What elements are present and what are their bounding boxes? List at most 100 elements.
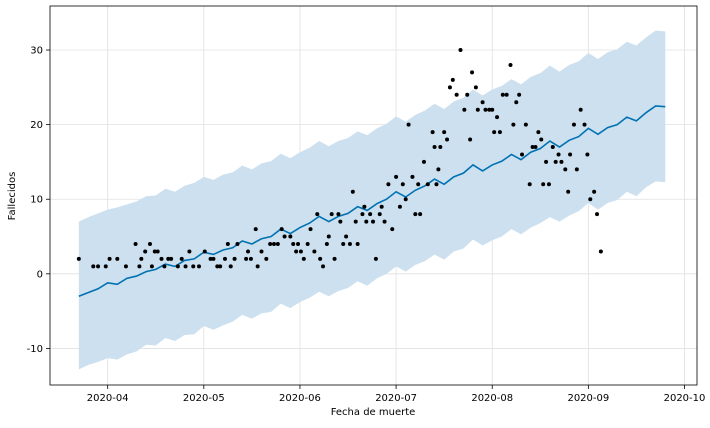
observed-point — [321, 264, 326, 269]
observed-point — [379, 204, 384, 209]
observed-point — [143, 249, 148, 254]
observed-point — [336, 212, 341, 217]
observed-point — [492, 130, 497, 135]
observed-point — [268, 241, 273, 246]
observed-point — [517, 92, 522, 97]
observed-point — [282, 234, 287, 239]
observed-point — [445, 137, 450, 142]
observed-point — [454, 92, 459, 97]
observed-point — [211, 256, 216, 261]
observed-point — [382, 219, 387, 224]
observed-point — [332, 256, 337, 261]
x-tick-label: 2020-09 — [567, 393, 609, 404]
observed-point — [530, 145, 535, 150]
observed-point — [483, 107, 488, 112]
observed-point — [500, 92, 505, 97]
observed-point — [400, 182, 405, 187]
observed-point — [288, 234, 293, 239]
observed-point — [470, 70, 475, 75]
observed-point — [574, 167, 579, 172]
x-tick-label: 2020-10 — [664, 393, 706, 404]
x-tick-label: 2020-07 — [375, 393, 417, 404]
observed-point — [166, 256, 171, 261]
observed-point — [504, 92, 509, 97]
observed-point — [544, 159, 549, 164]
observed-point — [550, 145, 555, 150]
observed-point — [259, 249, 264, 254]
observed-point — [421, 159, 426, 164]
observed-point — [123, 264, 128, 269]
x-tick-label: 2020-05 — [183, 393, 225, 404]
observed-point — [436, 167, 441, 172]
observed-point — [368, 212, 373, 217]
observed-point — [511, 122, 516, 127]
uncertainty-band — [78, 30, 666, 370]
observed-point — [377, 212, 382, 217]
observed-point — [447, 85, 452, 90]
observed-point — [403, 197, 408, 202]
observed-point — [175, 264, 180, 269]
observed-point — [533, 145, 538, 150]
observed-point — [520, 152, 525, 157]
observed-point — [197, 264, 202, 269]
observed-point — [386, 182, 391, 187]
observed-point — [566, 189, 571, 194]
observed-point — [215, 264, 220, 269]
observed-point — [553, 159, 558, 164]
observed-point — [430, 130, 435, 135]
observed-point — [571, 122, 576, 127]
observed-point — [468, 137, 473, 142]
observed-point — [169, 256, 174, 261]
observed-point — [490, 107, 495, 112]
observed-point — [264, 256, 269, 261]
x-tick-label: 2020-04 — [87, 393, 129, 404]
y-tick-label: 0 — [37, 269, 43, 280]
y-tick-label: -10 — [27, 344, 43, 355]
observed-point — [235, 241, 240, 246]
observed-point — [438, 145, 443, 150]
observed-point — [425, 182, 430, 187]
ticks: -10 0 10 20 30 2020-04 2020-05 2020-06 2020-07 20… — [27, 46, 706, 404]
observed-point — [187, 249, 192, 254]
observed-point — [222, 256, 227, 261]
observed-point — [155, 249, 160, 254]
observed-point — [208, 256, 213, 261]
observed-point — [315, 212, 320, 217]
observed-point — [416, 182, 421, 187]
observed-point — [298, 249, 303, 254]
observed-point — [546, 182, 551, 187]
observed-point — [360, 212, 365, 217]
observed-point — [355, 241, 360, 246]
observed-point — [397, 204, 402, 209]
observed-point — [434, 182, 439, 187]
observed-point — [326, 234, 331, 239]
observed-point — [458, 48, 463, 53]
observed-point — [556, 152, 561, 157]
y-tick-label: 10 — [30, 195, 43, 206]
observed-point — [588, 197, 593, 202]
observed-point — [442, 130, 447, 135]
observed-point — [390, 227, 395, 232]
observed-point — [291, 241, 296, 246]
observed-point — [296, 241, 301, 246]
observed-point — [495, 115, 500, 120]
observed-point — [147, 241, 152, 246]
observed-point — [162, 264, 167, 269]
observed-point — [275, 241, 280, 246]
observed-point — [107, 256, 112, 261]
observed-point — [329, 212, 334, 217]
observed-point — [598, 249, 603, 254]
observed-point — [578, 107, 583, 112]
observed-point — [76, 256, 81, 261]
observed-point — [364, 219, 369, 224]
observed-point — [536, 130, 541, 135]
observed-point — [159, 256, 164, 261]
observed-point — [450, 77, 455, 82]
x-tick-label: 2020-08 — [471, 393, 513, 404]
observed-point — [324, 241, 329, 246]
observed-point — [253, 227, 258, 232]
x-axis-label: Fecha de muerte — [331, 407, 416, 418]
observed-point — [248, 256, 253, 261]
observed-point — [465, 92, 470, 97]
